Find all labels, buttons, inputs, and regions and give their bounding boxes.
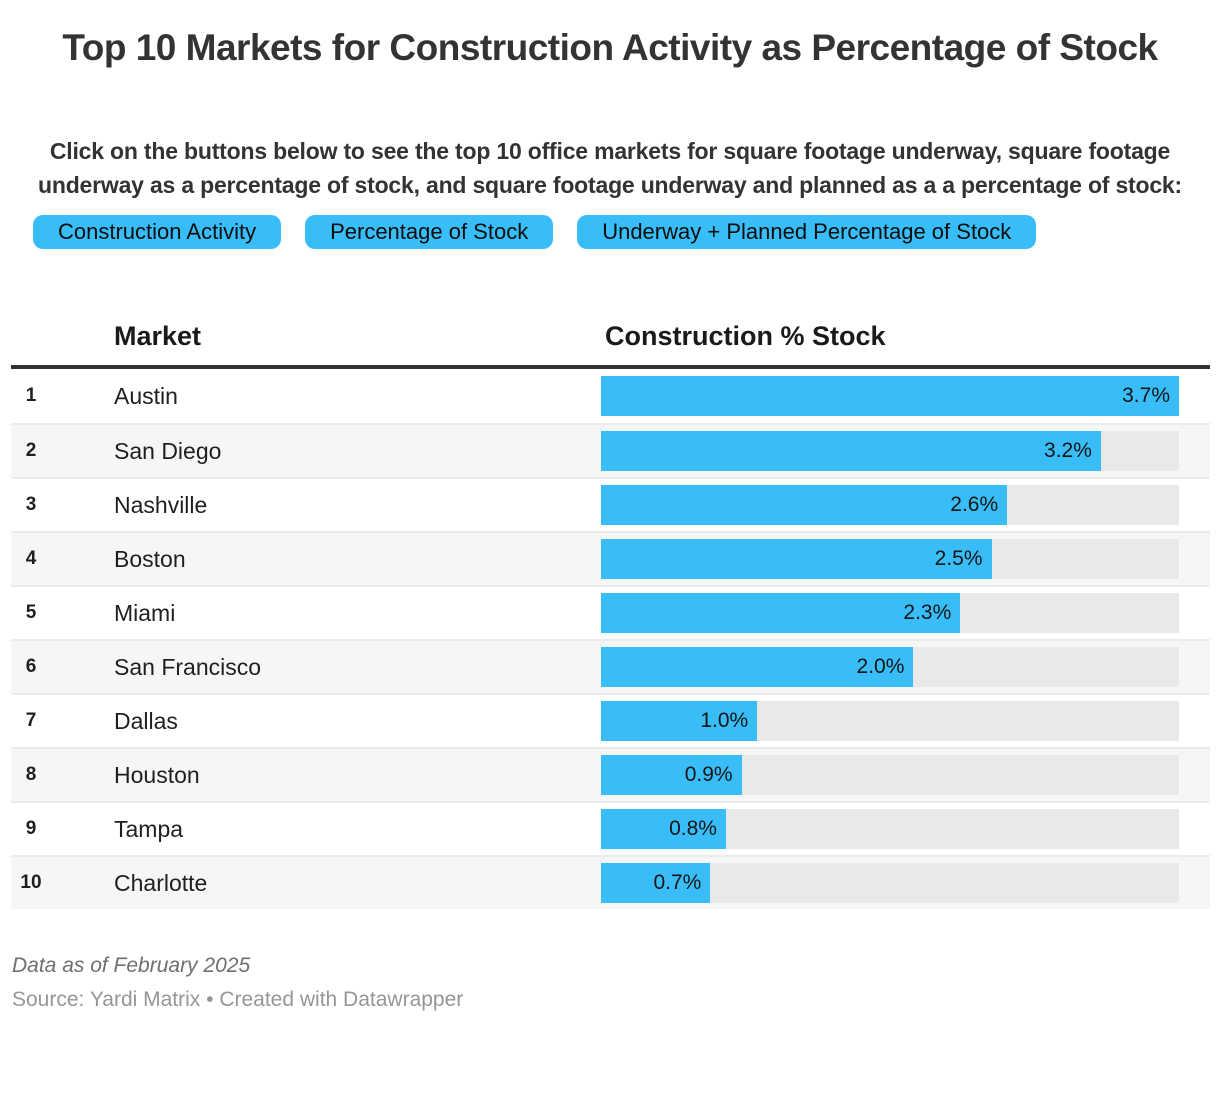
market-cell: Houston <box>114 761 200 788</box>
bar-value-label: 2.5% <box>934 547 983 570</box>
table-row: 5 Miami 2.3% <box>11 585 1210 639</box>
construction-activity-button[interactable]: Construction Activity <box>33 215 282 249</box>
rank-cell: 3 <box>25 494 37 515</box>
rank-cell: 1 <box>25 385 37 406</box>
column-header-market: Market <box>114 321 202 351</box>
rank-cell: 5 <box>25 602 37 623</box>
bar-track: 0.9% <box>601 755 1179 795</box>
construction-bar: 0.8% <box>601 809 726 849</box>
bar-track: 0.7% <box>601 863 1179 903</box>
bar-value-label: 0.9% <box>684 763 733 786</box>
table-row: 1 Austin 3.7% <box>11 369 1210 423</box>
market-cell: Austin <box>114 382 178 409</box>
bar-track: 2.5% <box>601 539 1179 579</box>
bar-value-label: 3.2% <box>1044 439 1092 462</box>
table-header: Market Construction % Stock <box>11 319 1210 369</box>
market-cell: Charlotte <box>114 869 208 896</box>
data-as-of-note: Data as of February 2025 <box>12 954 251 977</box>
bar-track: 2.6% <box>601 485 1179 525</box>
bar-track: 2.0% <box>601 647 1179 687</box>
percentage-of-stock-button[interactable]: Percentage of Stock <box>305 215 554 249</box>
bar-track: 0.8% <box>601 809 1179 849</box>
bar-track: 3.2% <box>601 431 1179 471</box>
construction-bar: 0.7% <box>601 863 711 903</box>
rank-cell: 7 <box>25 710 37 731</box>
table-row: 4 Boston 2.5% <box>11 531 1210 585</box>
rank-cell: 2 <box>25 440 37 461</box>
table-row: 2 San Diego 3.2% <box>11 423 1210 477</box>
rank-cell: 9 <box>25 818 37 839</box>
bar-value-label: 2.6% <box>950 493 999 516</box>
table-row: 3 Nashville 2.6% <box>11 477 1210 531</box>
ranking-table: Market Construction % Stock 1 Austin 3.7… <box>11 319 1210 909</box>
bar-value-label: 2.3% <box>903 601 952 624</box>
source-attribution: Source: Yardi Matrix • Created with Data… <box>12 988 1220 1012</box>
bar-value-label: 0.7% <box>653 871 702 894</box>
market-cell: San Diego <box>114 437 222 464</box>
construction-bar: 3.2% <box>601 431 1101 471</box>
table-row: 9 Tampa 0.8% <box>11 801 1210 855</box>
source-link[interactable]: Yardi Matrix <box>89 988 201 1011</box>
bar-value-label: 1.0% <box>700 709 749 732</box>
rank-cell: 4 <box>25 548 37 569</box>
rank-cell: 10 <box>20 872 42 893</box>
table-row: 10 Charlotte 0.7% <box>11 855 1210 909</box>
construction-bar: 3.7% <box>601 376 1179 416</box>
construction-bar: 1.0% <box>601 701 758 741</box>
market-cell: Dallas <box>114 707 178 734</box>
source-prefix: Source: <box>12 988 90 1011</box>
rank-cell: 6 <box>25 656 37 677</box>
table-row: 8 Houston 0.9% <box>11 747 1210 801</box>
bar-track: 3.7% <box>601 376 1179 416</box>
view-toggle-buttons: Construction Activity Percentage of Stoc… <box>33 215 1220 249</box>
construction-bar: 2.5% <box>601 539 992 579</box>
bar-value-label: 0.8% <box>669 817 717 840</box>
separator-dot: • <box>200 988 220 1011</box>
underway-planned-percentage-button[interactable]: Underway + Planned Percentage of Stock <box>577 215 1037 249</box>
table-row: 6 San Francisco 2.0% <box>11 639 1210 693</box>
bar-value-label: 3.7% <box>1122 384 1170 407</box>
rank-cell: 8 <box>25 764 37 785</box>
construction-bar: 2.0% <box>601 647 914 687</box>
chart-title: Top 10 Markets for Construction Activity… <box>62 27 1158 68</box>
table-row: 7 Dallas 1.0% <box>11 693 1210 747</box>
market-cell: Miami <box>114 599 176 626</box>
market-cell: Tampa <box>114 815 184 842</box>
bar-value-label: 2.0% <box>856 655 905 678</box>
construction-bar: 2.3% <box>601 593 961 633</box>
bar-track: 2.3% <box>601 593 1179 633</box>
table-body: 1 Austin 3.7% 2 San Diego 3.2% 3 <box>11 369 1210 909</box>
market-cell: San Francisco <box>114 653 262 680</box>
market-cell: Nashville <box>114 491 208 518</box>
construction-bar: 2.6% <box>601 485 1008 525</box>
column-header-construction-pct-stock: Construction % Stock <box>605 321 886 351</box>
datawrapper-attribution-link[interactable]: Created with Datawrapper <box>219 988 464 1011</box>
chart-description: Click on the buttons below to see the to… <box>38 138 1182 198</box>
construction-bar: 0.9% <box>601 755 742 795</box>
market-cell: Boston <box>114 545 186 572</box>
bar-track: 1.0% <box>601 701 1179 741</box>
